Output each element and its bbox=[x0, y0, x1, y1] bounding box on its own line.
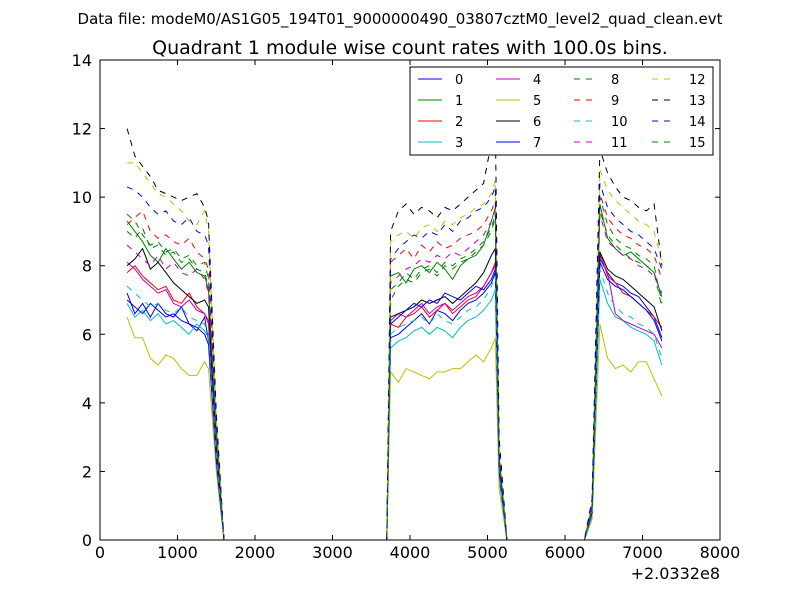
series-line-4 bbox=[126, 255, 663, 541]
x-tick-label: 0 bbox=[95, 543, 105, 562]
x-axis: 0 1000 2000 3000 4000 5000 6000 7000 8000 bbox=[95, 60, 740, 562]
legend-label-4: 4 bbox=[533, 73, 541, 88]
y-tick-label: 8 bbox=[82, 257, 92, 276]
x-tick-label: 3000 bbox=[312, 543, 353, 562]
series-line-1 bbox=[126, 203, 663, 541]
series-line-8 bbox=[126, 196, 663, 541]
legend-frame bbox=[409, 66, 714, 156]
figure-suptitle: Data file: modeM0/AS1G05_194T01_90000004… bbox=[78, 10, 723, 29]
x-tick-label: 4000 bbox=[390, 543, 431, 562]
series-line-3 bbox=[126, 279, 663, 541]
chart-title: Quadrant 1 module wise count rates with … bbox=[152, 37, 668, 59]
legend-label-1: 1 bbox=[455, 94, 463, 109]
legend-label-0: 0 bbox=[455, 73, 463, 88]
x-tick-label: 2000 bbox=[235, 543, 276, 562]
series-line-7 bbox=[126, 262, 663, 541]
series-line-0 bbox=[126, 257, 663, 541]
legend-label-2: 2 bbox=[455, 115, 463, 130]
legend-label-3: 3 bbox=[455, 136, 463, 151]
series-line-11 bbox=[126, 210, 663, 541]
y-tick-label: 6 bbox=[82, 325, 92, 344]
legend-label-13: 13 bbox=[689, 94, 706, 109]
legend-label-5: 5 bbox=[533, 94, 541, 109]
legend-label-12: 12 bbox=[689, 73, 706, 88]
series-line-5 bbox=[126, 316, 663, 541]
y-tick-label: 12 bbox=[72, 120, 92, 139]
series-line-9 bbox=[126, 193, 663, 541]
legend-label-14: 14 bbox=[689, 115, 706, 130]
y-tick-label: 14 bbox=[72, 51, 92, 70]
series-line-14 bbox=[126, 183, 663, 541]
x-tick-label: 6000 bbox=[545, 543, 586, 562]
legend-label-15: 15 bbox=[689, 136, 706, 151]
legend-label-7: 7 bbox=[533, 136, 541, 151]
series-line-10 bbox=[126, 268, 663, 541]
legend-label-11: 11 bbox=[611, 136, 628, 151]
legend-label-8: 8 bbox=[611, 73, 619, 88]
legend-label-9: 9 bbox=[611, 94, 619, 109]
legend-label-6: 6 bbox=[533, 115, 541, 130]
x-tick-label: 1000 bbox=[157, 543, 198, 562]
y-tick-label: 10 bbox=[72, 188, 92, 207]
series-line-13 bbox=[126, 121, 663, 541]
x-offset-text: +2.0332e8 bbox=[631, 564, 720, 583]
series-layer bbox=[126, 121, 663, 541]
x-tick-label: 8000 bbox=[700, 543, 741, 562]
y-tick-label: 4 bbox=[82, 394, 92, 413]
x-tick-label: 7000 bbox=[622, 543, 663, 562]
y-tick-label: 0 bbox=[82, 531, 92, 550]
y-tick-label: 2 bbox=[82, 462, 92, 481]
x-tick-label: 5000 bbox=[467, 543, 508, 562]
legend-label-10: 10 bbox=[611, 115, 628, 130]
